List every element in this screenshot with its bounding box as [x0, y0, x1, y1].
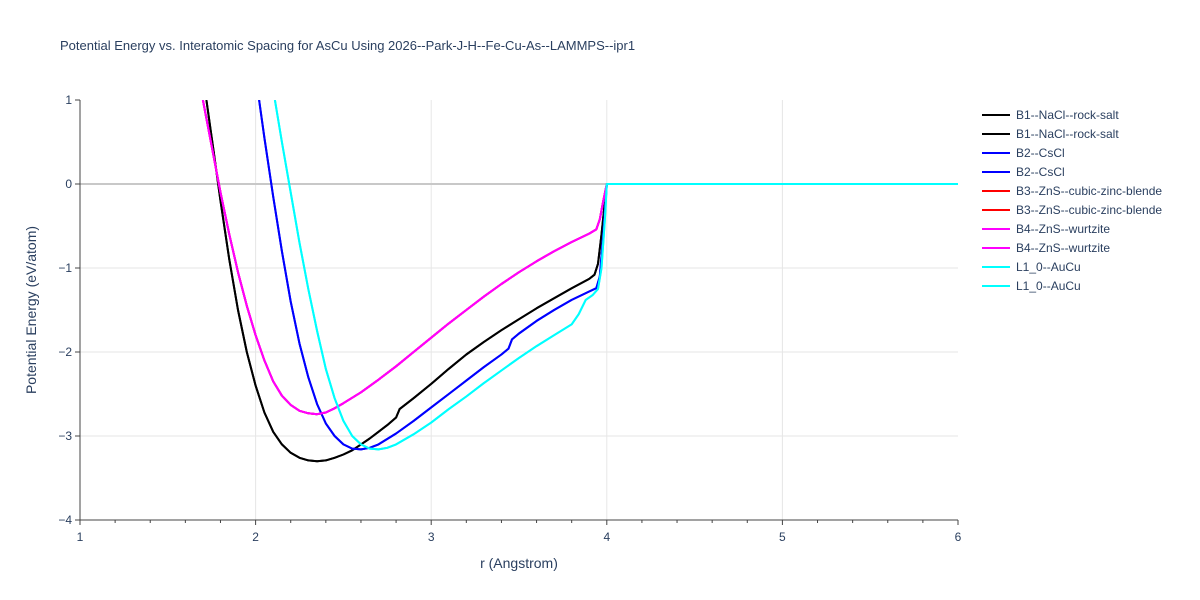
y-tick-label: −3	[58, 429, 72, 443]
legend-label: L1_0--AuCu	[1016, 279, 1081, 293]
legend-item[interactable]: L1_0--AuCu	[982, 279, 1081, 293]
legend-label: B4--ZnS--wurtzite	[1016, 222, 1110, 236]
legend-item[interactable]: B3--ZnS--cubic-zinc-blende	[982, 184, 1162, 198]
legend-label: B2--CsCl	[1016, 165, 1065, 179]
chart-title: Potential Energy vs. Interatomic Spacing…	[60, 38, 635, 53]
legend-label: B1--NaCl--rock-salt	[1016, 108, 1119, 122]
series-layer	[201, 100, 958, 463]
legend-label: B1--NaCl--rock-salt	[1016, 127, 1119, 141]
y-tick-label: 0	[65, 177, 72, 191]
legend-item[interactable]: B2--CsCl	[982, 165, 1065, 179]
y-tick-label: −4	[58, 513, 72, 527]
series-line-l1-0-aucu-9	[273, 100, 958, 451]
x-tick-label: 3	[428, 530, 435, 544]
x-tick-label: 2	[252, 530, 259, 544]
x-tick-label: 6	[955, 530, 962, 544]
plot-area: 1 2 3 4 5 6 1 0 −1 −2 −3 −4	[58, 93, 961, 544]
y-tick-label: −2	[58, 345, 72, 359]
legend-label: L1_0--AuCu	[1016, 260, 1081, 274]
legend-item[interactable]: B1--NaCl--rock-salt	[982, 127, 1119, 141]
legend-label: B3--ZnS--cubic-zinc-blende	[1016, 184, 1162, 198]
y-tick-label: −1	[58, 261, 72, 275]
y-axis-title: Potential Energy (eV/atom)	[23, 226, 39, 394]
legend-item[interactable]: B3--ZnS--cubic-zinc-blende	[982, 203, 1162, 217]
legend-label: B3--ZnS--cubic-zinc-blende	[1016, 203, 1162, 217]
legend-label: B2--CsCl	[1016, 146, 1065, 160]
x-tick-label: 5	[779, 530, 786, 544]
legend-item[interactable]: B1--NaCl--rock-salt	[982, 108, 1119, 122]
y-tick-label: 1	[65, 93, 72, 107]
legend-item[interactable]: B4--ZnS--wurtzite	[982, 222, 1110, 236]
legend-item[interactable]: B2--CsCl	[982, 146, 1065, 160]
legend-item[interactable]: B4--ZnS--wurtzite	[982, 241, 1110, 255]
tick-labels: 1 2 3 4 5 6 1 0 −1 −2 −3 −4	[58, 93, 961, 544]
x-axis-title: r (Angstrom)	[480, 555, 558, 571]
legend[interactable]: B1--NaCl--rock-salt B1--NaCl--rock-salt B2…	[982, 108, 1162, 293]
x-tick-label: 1	[77, 530, 84, 544]
legend-label: B4--ZnS--wurtzite	[1016, 241, 1110, 255]
legend-item[interactable]: L1_0--AuCu	[982, 260, 1081, 274]
series-line-b4-zns-wurtzite-7	[201, 100, 958, 416]
series-line-b1-nacl-rock-salt-1	[205, 100, 958, 463]
x-tick-label: 4	[603, 530, 610, 544]
axes	[75, 99, 959, 525]
